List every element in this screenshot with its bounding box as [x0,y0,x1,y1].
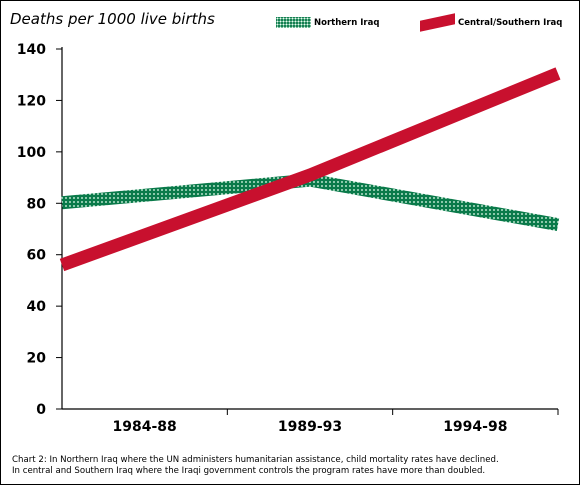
y-axis-label: Deaths per 1000 live births [10,10,215,28]
caption-line-1: Chart 2: In Northern Iraq where the UN a… [12,455,499,465]
y-tick-label: 60 [27,248,47,264]
y-tick-label: 40 [27,299,47,315]
x-tick-label: 1989-93 [278,419,342,435]
legend-label-central-southern-iraq: Central/Southern Iraq [458,17,563,28]
y-tick-label: 20 [27,351,47,367]
y-tick-label: 140 [17,42,46,58]
y-tick-label: 120 [17,93,46,109]
y-tick-label: 100 [17,145,46,161]
chart-caption: Chart 2: In Northern Iraq where the UN a… [12,455,499,477]
legend-swatch-northern-iraq [276,17,311,28]
series-line-central-southern-iraq [59,67,561,272]
x-tick-label: 1994-98 [443,419,507,435]
x-tick-label: 1984-88 [113,419,177,435]
series-line-northern-iraq [61,173,560,232]
y-tick-label: 80 [27,196,47,212]
legend-item-central-southern-iraq: Central/Southern Iraq [420,13,563,32]
legend-label-northern-iraq: Northern Iraq [314,17,380,28]
series-layer [59,67,561,272]
axes: 0 20 40 60 80 100 120 140 1984-88 1989-93 1994-98 [17,42,559,435]
y-tick-label: 0 [36,402,46,418]
legend-item-northern-iraq: Northern Iraq [276,17,379,28]
caption-line-2: In central and Southern Iraq where the I… [12,466,486,476]
